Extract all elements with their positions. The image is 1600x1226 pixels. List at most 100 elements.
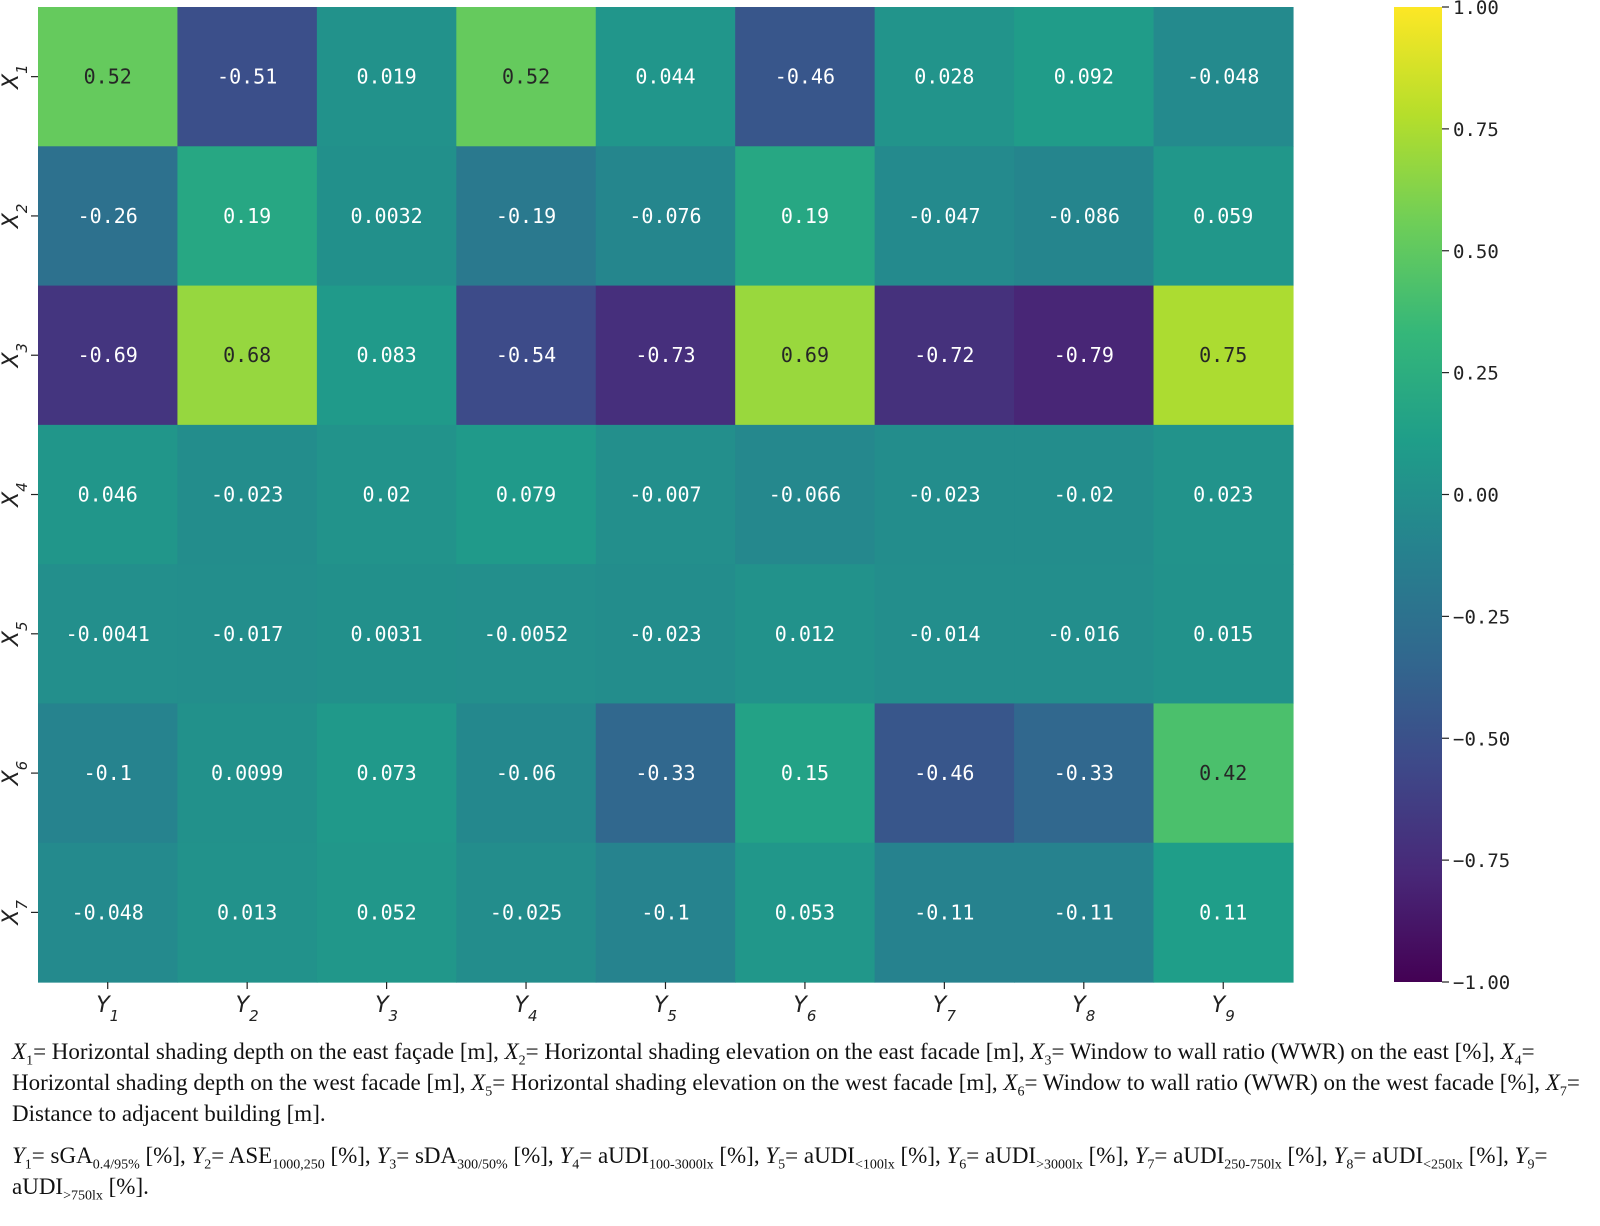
cell-value-label: -0.016 [1048, 622, 1120, 646]
heatmap-cell [456, 7, 597, 147]
cell-value-label: -0.048 [1187, 65, 1259, 89]
heatmap-cell [874, 842, 1015, 983]
heatmap-cell [595, 285, 736, 426]
heatmap-cell [1153, 564, 1294, 705]
cell-value-label: -0.79 [1054, 343, 1114, 367]
cell-value-label: -0.1 [84, 761, 132, 785]
cell-value-label: 0.023 [1193, 483, 1253, 507]
cell-value-label: 0.0099 [211, 761, 283, 785]
heatmap-cell [1014, 564, 1155, 705]
cell-value-label: -0.33 [635, 761, 695, 785]
x-variable-definition: X2= Horizontal shading elevation on the … [504, 1039, 1031, 1069]
row-label: X6 [0, 761, 31, 787]
column-label: Y9 [1212, 993, 1235, 1025]
cell-value-label: 0.02 [363, 483, 411, 507]
colorbar-tick-label: 0.50 [1453, 241, 1499, 263]
colorbar-tick-label: −0.75 [1453, 850, 1510, 872]
heatmap-cell [456, 564, 597, 705]
heatmap-cell [1153, 146, 1294, 287]
cell-value-label: -0.025 [490, 900, 562, 924]
cell-value-label: -0.007 [629, 483, 701, 507]
cell-value-label: -0.72 [914, 343, 974, 367]
colorbar-tick-label: 0.00 [1453, 485, 1499, 507]
cell-value-label: -0.73 [635, 343, 695, 367]
row-label: X7 [0, 900, 31, 926]
heatmap-cell [38, 146, 179, 287]
cell-value-label: 0.42 [1199, 761, 1247, 785]
cell-value-label: -0.02 [1054, 483, 1114, 507]
heatmap-cell [456, 285, 597, 426]
cell-value-label: -0.023 [211, 483, 283, 507]
cell-value-label: -0.51 [217, 65, 277, 89]
cell-value-label: 0.69 [781, 343, 829, 367]
cell-value-label: 0.68 [223, 343, 271, 367]
y-axis-ticks: X1 X2 X3 X4 X5 X6 X7 [0, 64, 38, 926]
heatmap-cell [1014, 285, 1155, 426]
y-variable-definition: Y1= sGA0.4/95% [%], [12, 1143, 192, 1173]
x-variable-definition: X4= Horizontal shading depth on the west… [12, 1039, 1535, 1095]
cell-value-label: -0.023 [629, 622, 701, 646]
heatmap-cell [316, 285, 457, 426]
heatmap-cell [735, 564, 876, 705]
column-label: Y3 [375, 993, 398, 1025]
heatmap-cell [1014, 424, 1155, 565]
x-variable-legend: X1= Horizontal shading depth on the east… [12, 1036, 1592, 1129]
cell-value-label: 0.044 [635, 65, 695, 89]
column-label: Y1 [96, 993, 119, 1025]
cell-value-label: -0.11 [914, 900, 974, 924]
cell-value-label: -0.066 [769, 483, 841, 507]
heatmap-cell [38, 703, 179, 844]
column-label: Y2 [236, 993, 259, 1025]
cell-value-label: -0.076 [629, 204, 701, 228]
column-label: Y5 [654, 993, 677, 1025]
cell-value-label: 0.059 [1193, 204, 1253, 228]
heatmap-cell [874, 146, 1015, 287]
colorbar-gradient [1394, 7, 1442, 982]
heatmap-cell [1153, 703, 1294, 844]
heatmap-cell [1153, 424, 1294, 565]
x-axis-ticks: Y1 Y2 Y3 Y4 Y5 Y6 Y7 Y8 Y9 [96, 982, 1235, 1025]
cell-value-label: 0.083 [356, 343, 416, 367]
heatmap-cell [595, 564, 736, 705]
cell-value-label: -0.023 [908, 483, 980, 507]
column-label: Y8 [1072, 993, 1095, 1025]
heatmap-cell [874, 564, 1015, 705]
colorbar-tick-label: 0.75 [1453, 119, 1499, 141]
cell-value-label: 0.75 [1199, 343, 1247, 367]
cell-value-label: 0.0032 [350, 204, 422, 228]
heatmap-cell [177, 564, 318, 705]
heatmap-cell [595, 842, 736, 983]
cell-value-label: -0.46 [775, 65, 835, 89]
cell-value-label: 0.015 [1193, 622, 1253, 646]
cell-value-label: -0.19 [496, 204, 556, 228]
cell-value-label: -0.1 [641, 900, 689, 924]
cell-value-label: 0.046 [78, 483, 138, 507]
x-variable-definition: X6= Window to wall ratio (WWR) on the we… [1003, 1070, 1546, 1100]
y-variable-definition: Y7= aUDI250-750lx [%], [1134, 1143, 1334, 1173]
heatmap-cell [316, 703, 457, 844]
heatmap-cell [456, 424, 597, 565]
heatmap-cell [1014, 146, 1155, 287]
y-variable-definition: Y8= aUDI<250lx [%], [1333, 1143, 1515, 1173]
colorbar-tick-label: −0.50 [1453, 728, 1510, 750]
heatmap-cell [874, 285, 1015, 426]
heatmap-cell [1014, 7, 1155, 147]
cell-value-label: 0.013 [217, 900, 277, 924]
y-variable-definition: Y6= aUDI>3000lx [%], [946, 1143, 1135, 1173]
heatmap-cell [1153, 285, 1294, 426]
heatmap-cell [735, 842, 876, 983]
cell-value-label: 0.19 [223, 204, 271, 228]
cell-value-label: 0.019 [356, 65, 416, 89]
heatmap-cell [874, 424, 1015, 565]
y-variable-definition: Y5= aUDI<100lx [%], [765, 1143, 947, 1173]
cell-value-label: 0.028 [914, 65, 974, 89]
cell-value-label: -0.54 [496, 343, 556, 367]
heatmap-cell [456, 842, 597, 983]
heatmap-cell [38, 564, 179, 705]
cell-value-label: 0.079 [496, 483, 556, 507]
cell-value-label: 0.11 [1199, 900, 1247, 924]
heatmap-cell [177, 146, 318, 287]
heatmap-cell [595, 703, 736, 844]
cell-value-label: 0.092 [1054, 65, 1114, 89]
colorbar-tick-label: −1.00 [1453, 972, 1510, 994]
